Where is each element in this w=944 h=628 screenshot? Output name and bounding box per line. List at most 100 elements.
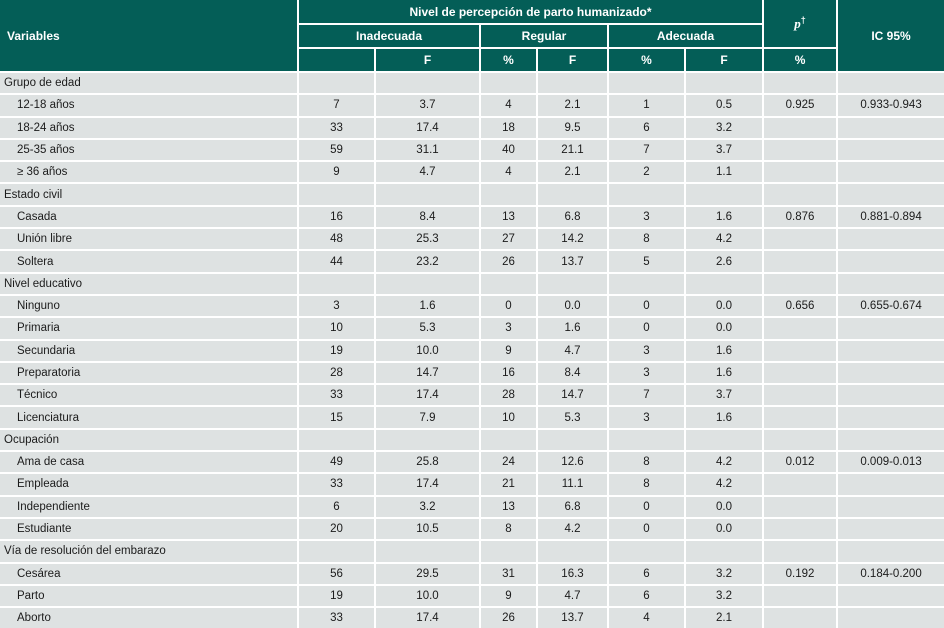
data-cell: 6 xyxy=(607,115,686,140)
section-row: Ocupación xyxy=(0,427,944,453)
data-cell xyxy=(762,516,839,542)
data-cell: 0.881-0.894 xyxy=(836,204,944,230)
data-cell: 33 xyxy=(297,115,376,140)
empty-cell xyxy=(297,70,376,96)
empty-cell xyxy=(374,271,481,296)
data-cell: 19 xyxy=(297,338,376,363)
empty-cell xyxy=(536,182,609,207)
sub-col-header xyxy=(297,47,376,73)
data-cell: 0.184-0.200 xyxy=(836,561,944,586)
data-cell: 40 xyxy=(479,137,538,163)
data-cell: 3.2 xyxy=(683,583,765,609)
data-cell: 0.656 xyxy=(762,293,839,319)
empty-cell xyxy=(683,539,765,564)
empty-cell xyxy=(479,271,538,296)
row-label: Cesárea xyxy=(0,561,299,586)
row-label: Primaria xyxy=(0,316,299,341)
data-cell: 3 xyxy=(479,316,538,341)
data-cell: 8 xyxy=(607,227,686,252)
section-label: Nivel educativo xyxy=(0,271,299,296)
data-cell: 4.7 xyxy=(374,160,481,185)
data-cell: 7 xyxy=(297,93,376,118)
sub-col-header: % xyxy=(479,47,538,73)
row-label: Unión libre xyxy=(0,227,299,252)
data-cell: 33 xyxy=(297,606,376,628)
empty-cell xyxy=(762,271,839,296)
data-row: Aborto 33 17.4 26 13.7 4 2.1 xyxy=(0,606,944,628)
empty-cell xyxy=(479,182,538,207)
data-cell: 4.7 xyxy=(536,583,609,609)
data-cell: 0.0 xyxy=(683,494,765,519)
data-cell: 24 xyxy=(479,450,538,475)
data-cell: 8 xyxy=(479,516,538,542)
header-row-1: Variables Nivel de percepción de parto h… xyxy=(0,0,944,73)
data-row: 12-18 años 7 3.7 4 2.1 1 0.5 0.925 0.933-0.943 xyxy=(0,93,944,118)
p-value-header: p† xyxy=(762,0,839,49)
data-row: Parto 19 10.0 9 4.7 6 3.2 xyxy=(0,583,944,609)
data-cell: 3 xyxy=(607,405,686,430)
empty-cell xyxy=(683,271,765,296)
data-cell: 10 xyxy=(479,405,538,430)
data-cell: 7 xyxy=(607,137,686,163)
empty-cell xyxy=(536,539,609,564)
data-cell: 0 xyxy=(607,494,686,519)
data-cell xyxy=(836,160,944,185)
data-cell: 0.0 xyxy=(683,316,765,341)
empty-cell xyxy=(297,271,376,296)
data-cell: 3.2 xyxy=(683,115,765,140)
data-cell xyxy=(762,137,839,163)
empty-cell xyxy=(762,539,839,564)
data-row: Cesárea 56 29.5 31 16.3 6 3.2 0.192 0.184-0.200 xyxy=(0,561,944,586)
data-cell: 12.6 xyxy=(536,450,609,475)
data-cell xyxy=(836,606,944,628)
data-cell: 28 xyxy=(297,360,376,386)
data-cell: 5.3 xyxy=(536,405,609,430)
data-cell: 17.4 xyxy=(374,606,481,628)
subgroup-header-adecuada: Adecuada xyxy=(606,23,765,49)
empty-cell xyxy=(297,182,376,207)
empty-cell xyxy=(836,182,944,207)
data-cell: 0.0 xyxy=(683,516,765,542)
data-row: ≥ 36 años 9 4.7 4 2.1 2 1.1 xyxy=(0,160,944,185)
data-cell: 0 xyxy=(607,516,686,542)
data-cell: 17.4 xyxy=(374,383,481,408)
data-cell: 8 xyxy=(607,472,686,497)
data-cell: 44 xyxy=(297,249,376,274)
empty-cell xyxy=(836,271,944,296)
empty-cell xyxy=(536,427,609,453)
data-cell: 21 xyxy=(479,472,538,497)
data-cell: 8 xyxy=(607,450,686,475)
data-cell xyxy=(836,249,944,274)
data-cell: 26 xyxy=(479,249,538,274)
data-cell xyxy=(762,494,839,519)
empty-cell xyxy=(607,427,686,453)
data-cell: 33 xyxy=(297,472,376,497)
section-label: Vía de resolución del embarazo xyxy=(0,539,299,564)
data-cell: 13 xyxy=(479,494,538,519)
data-cell: 23.2 xyxy=(374,249,481,274)
data-cell: 56 xyxy=(297,561,376,586)
ic95-header: IC 95% xyxy=(836,0,944,73)
row-label: Licenciatura xyxy=(0,405,299,430)
data-row: 25-35 años 59 31.1 40 21.1 7 3.7 xyxy=(0,137,944,163)
data-cell xyxy=(762,249,839,274)
data-cell: 0.192 xyxy=(762,561,839,586)
empty-cell xyxy=(683,70,765,96)
section-label: Estado civil xyxy=(0,182,299,207)
empty-cell xyxy=(374,427,481,453)
empty-cell xyxy=(479,427,538,453)
data-cell: 3 xyxy=(607,204,686,230)
data-cell: 2.1 xyxy=(683,606,765,628)
data-cell: 2.1 xyxy=(536,160,609,185)
data-cell: 13 xyxy=(479,204,538,230)
data-cell: 31 xyxy=(479,561,538,586)
data-row: Casada 16 8.4 13 6.8 3 1.6 0.876 0.881-0.894 xyxy=(0,204,944,230)
empty-cell xyxy=(762,182,839,207)
section-row: Vía de resolución del embarazo xyxy=(0,539,944,564)
data-cell: 3.2 xyxy=(683,561,765,586)
header-row-2: Inadecuada Regular Adecuada xyxy=(0,23,944,49)
data-cell: 19 xyxy=(297,583,376,609)
data-cell: 0.012 xyxy=(762,450,839,475)
data-cell: 11.1 xyxy=(536,472,609,497)
empty-cell xyxy=(297,539,376,564)
